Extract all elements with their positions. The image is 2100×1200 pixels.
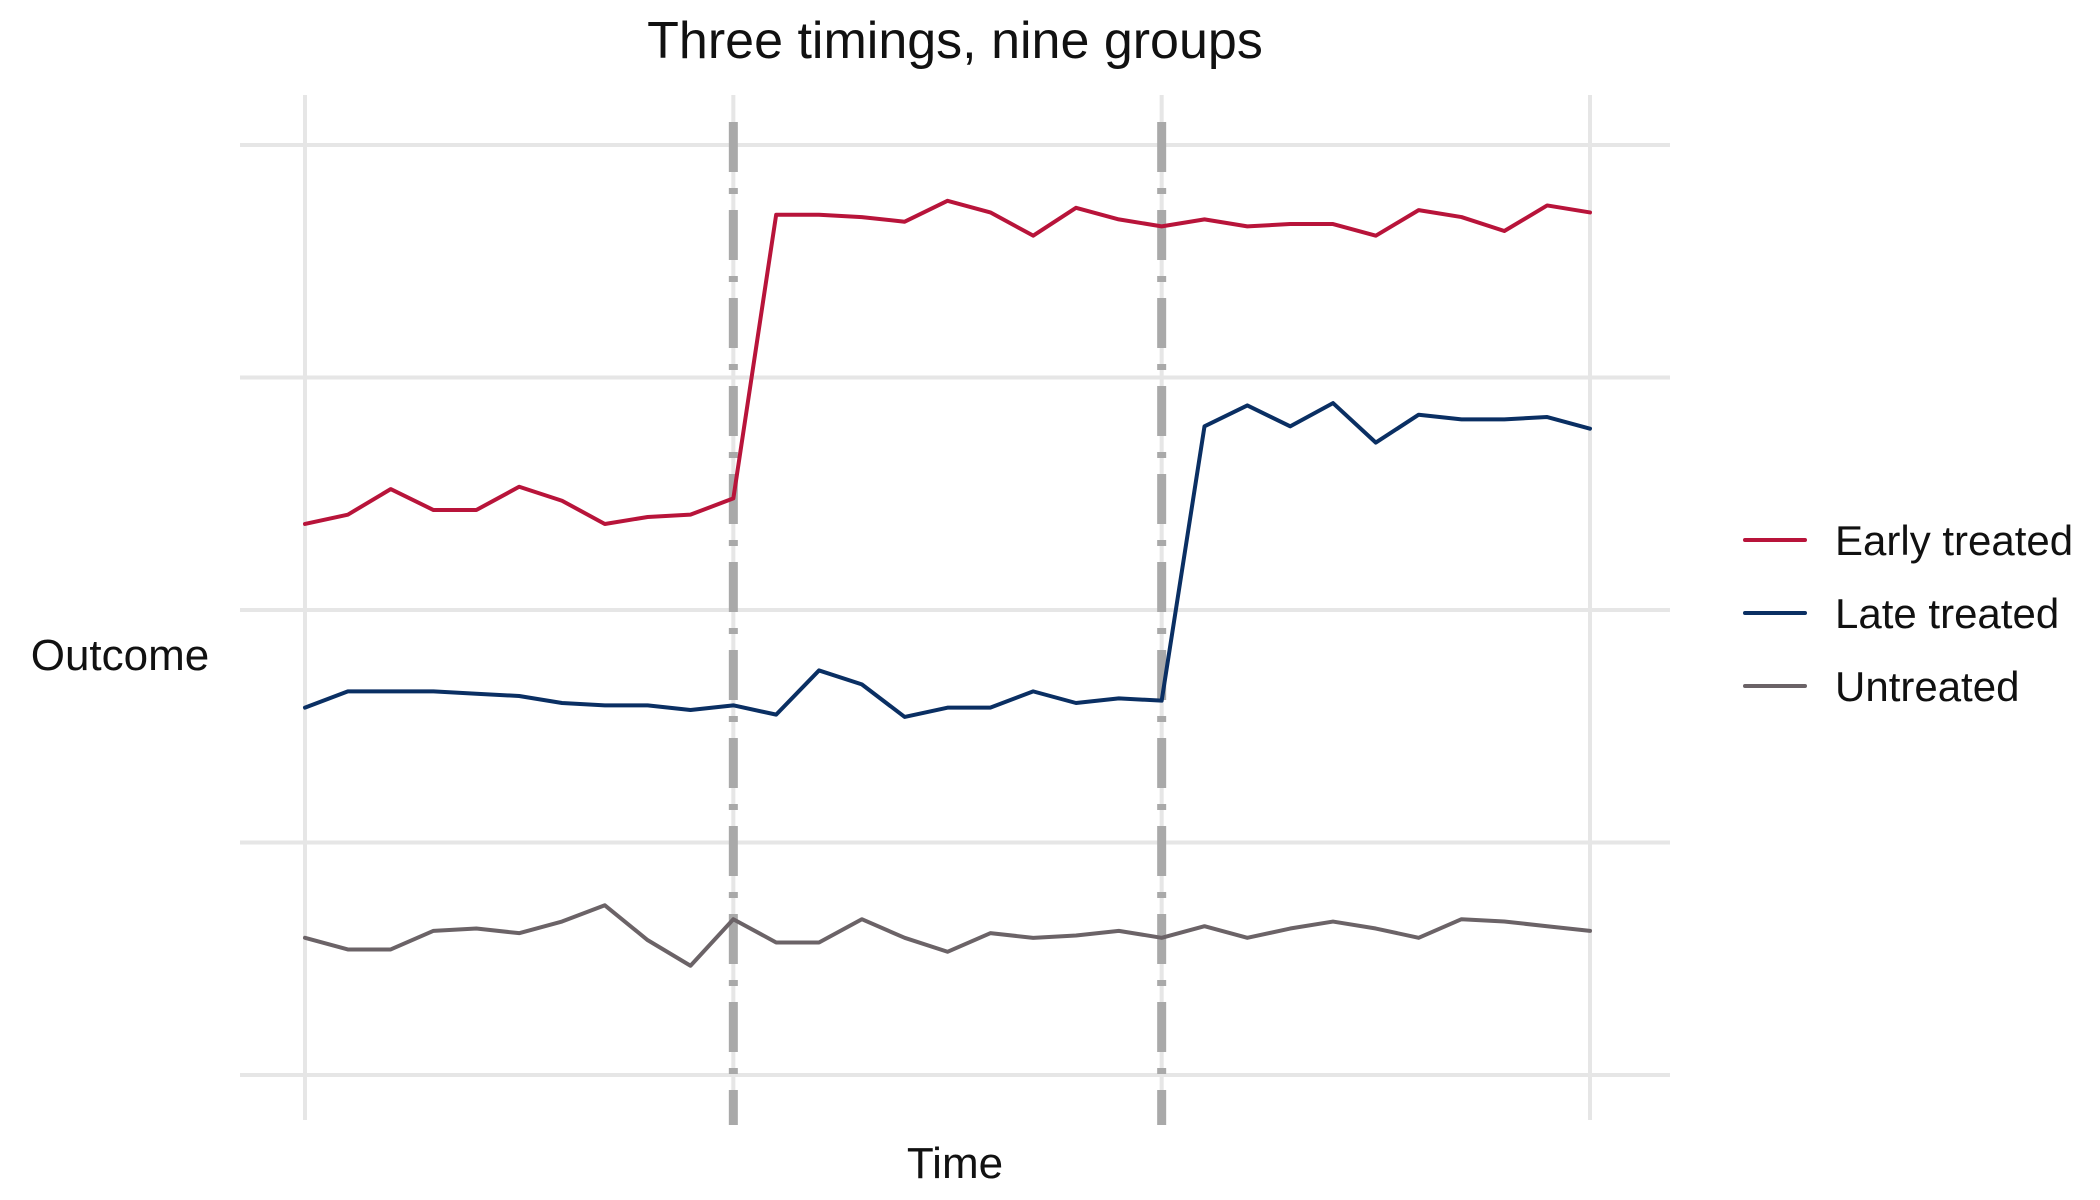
series-line-2 — [303, 401, 1592, 719]
series-line-1 — [303, 198, 1592, 526]
legend-layer: Early treated Late treated Untreated — [1743, 517, 2073, 710]
series-line-3 — [303, 903, 1592, 968]
y-axis-title: Outcome — [31, 631, 210, 680]
x-axis-title: Time — [907, 1139, 1003, 1188]
chart-title: Three timings, nine groups — [647, 12, 1263, 70]
legend-label: Late treated — [1835, 590, 2059, 637]
legend-label: Untreated — [1835, 663, 2019, 710]
grid-layer — [240, 95, 1670, 1120]
event-layer — [728, 122, 1167, 1125]
legend-label: Early treated — [1835, 517, 2073, 564]
series-layer — [303, 198, 1592, 968]
